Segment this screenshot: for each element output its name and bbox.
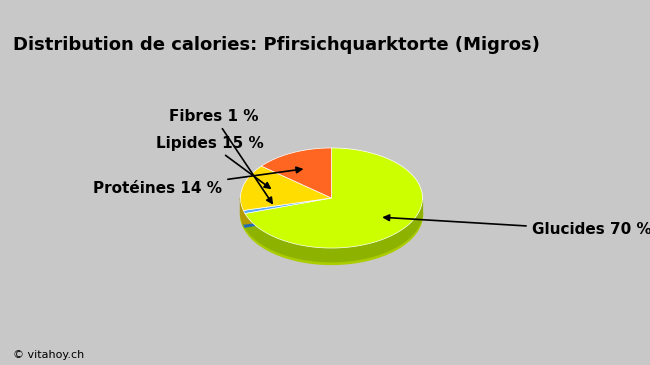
Ellipse shape xyxy=(240,164,422,264)
Polygon shape xyxy=(245,198,332,227)
Polygon shape xyxy=(261,148,332,198)
Polygon shape xyxy=(245,198,332,227)
Polygon shape xyxy=(243,198,332,214)
Text: Lipides 15 %: Lipides 15 % xyxy=(155,136,270,188)
Text: Distribution de calories: Pfirsichquarktorte (Migros): Distribution de calories: Pfirsichquarkt… xyxy=(13,36,540,54)
Polygon shape xyxy=(240,198,243,224)
Polygon shape xyxy=(243,198,332,224)
Text: Glucides 70 %: Glucides 70 % xyxy=(384,215,650,237)
Polygon shape xyxy=(245,148,422,248)
Polygon shape xyxy=(243,198,332,224)
Text: Fibres 1 %: Fibres 1 % xyxy=(169,109,272,203)
Polygon shape xyxy=(245,200,422,262)
Polygon shape xyxy=(243,211,245,227)
Text: Protéines 14 %: Protéines 14 % xyxy=(94,167,302,196)
Text: © vitahoy.ch: © vitahoy.ch xyxy=(13,350,84,360)
Polygon shape xyxy=(240,166,332,211)
